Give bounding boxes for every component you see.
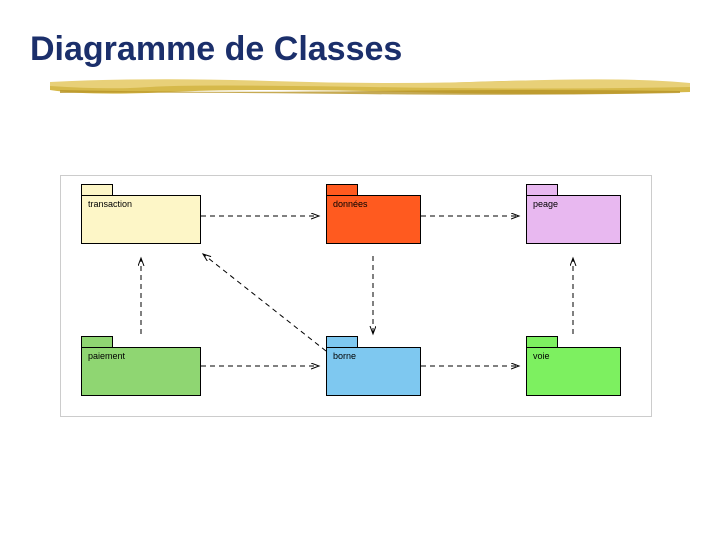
package-borne: borne [326,336,421,396]
package-peage: peage [526,184,621,244]
slide-title: Diagramme de Classes [30,30,402,69]
package-body: peage [526,195,621,244]
package-voie: voie [526,336,621,396]
edge-borne-to-transaction [203,254,326,351]
package-body: voie [526,347,621,396]
package-paiement: paiement [81,336,201,396]
package-donnees: données [326,184,421,244]
package-body: borne [326,347,421,396]
package-transaction: transaction [81,184,201,244]
package-diagram: transaction données peage paiement borne voie [60,175,652,417]
package-body: données [326,195,421,244]
package-body: paiement [81,347,201,396]
title-underline [50,78,690,96]
package-body: transaction [81,195,201,244]
